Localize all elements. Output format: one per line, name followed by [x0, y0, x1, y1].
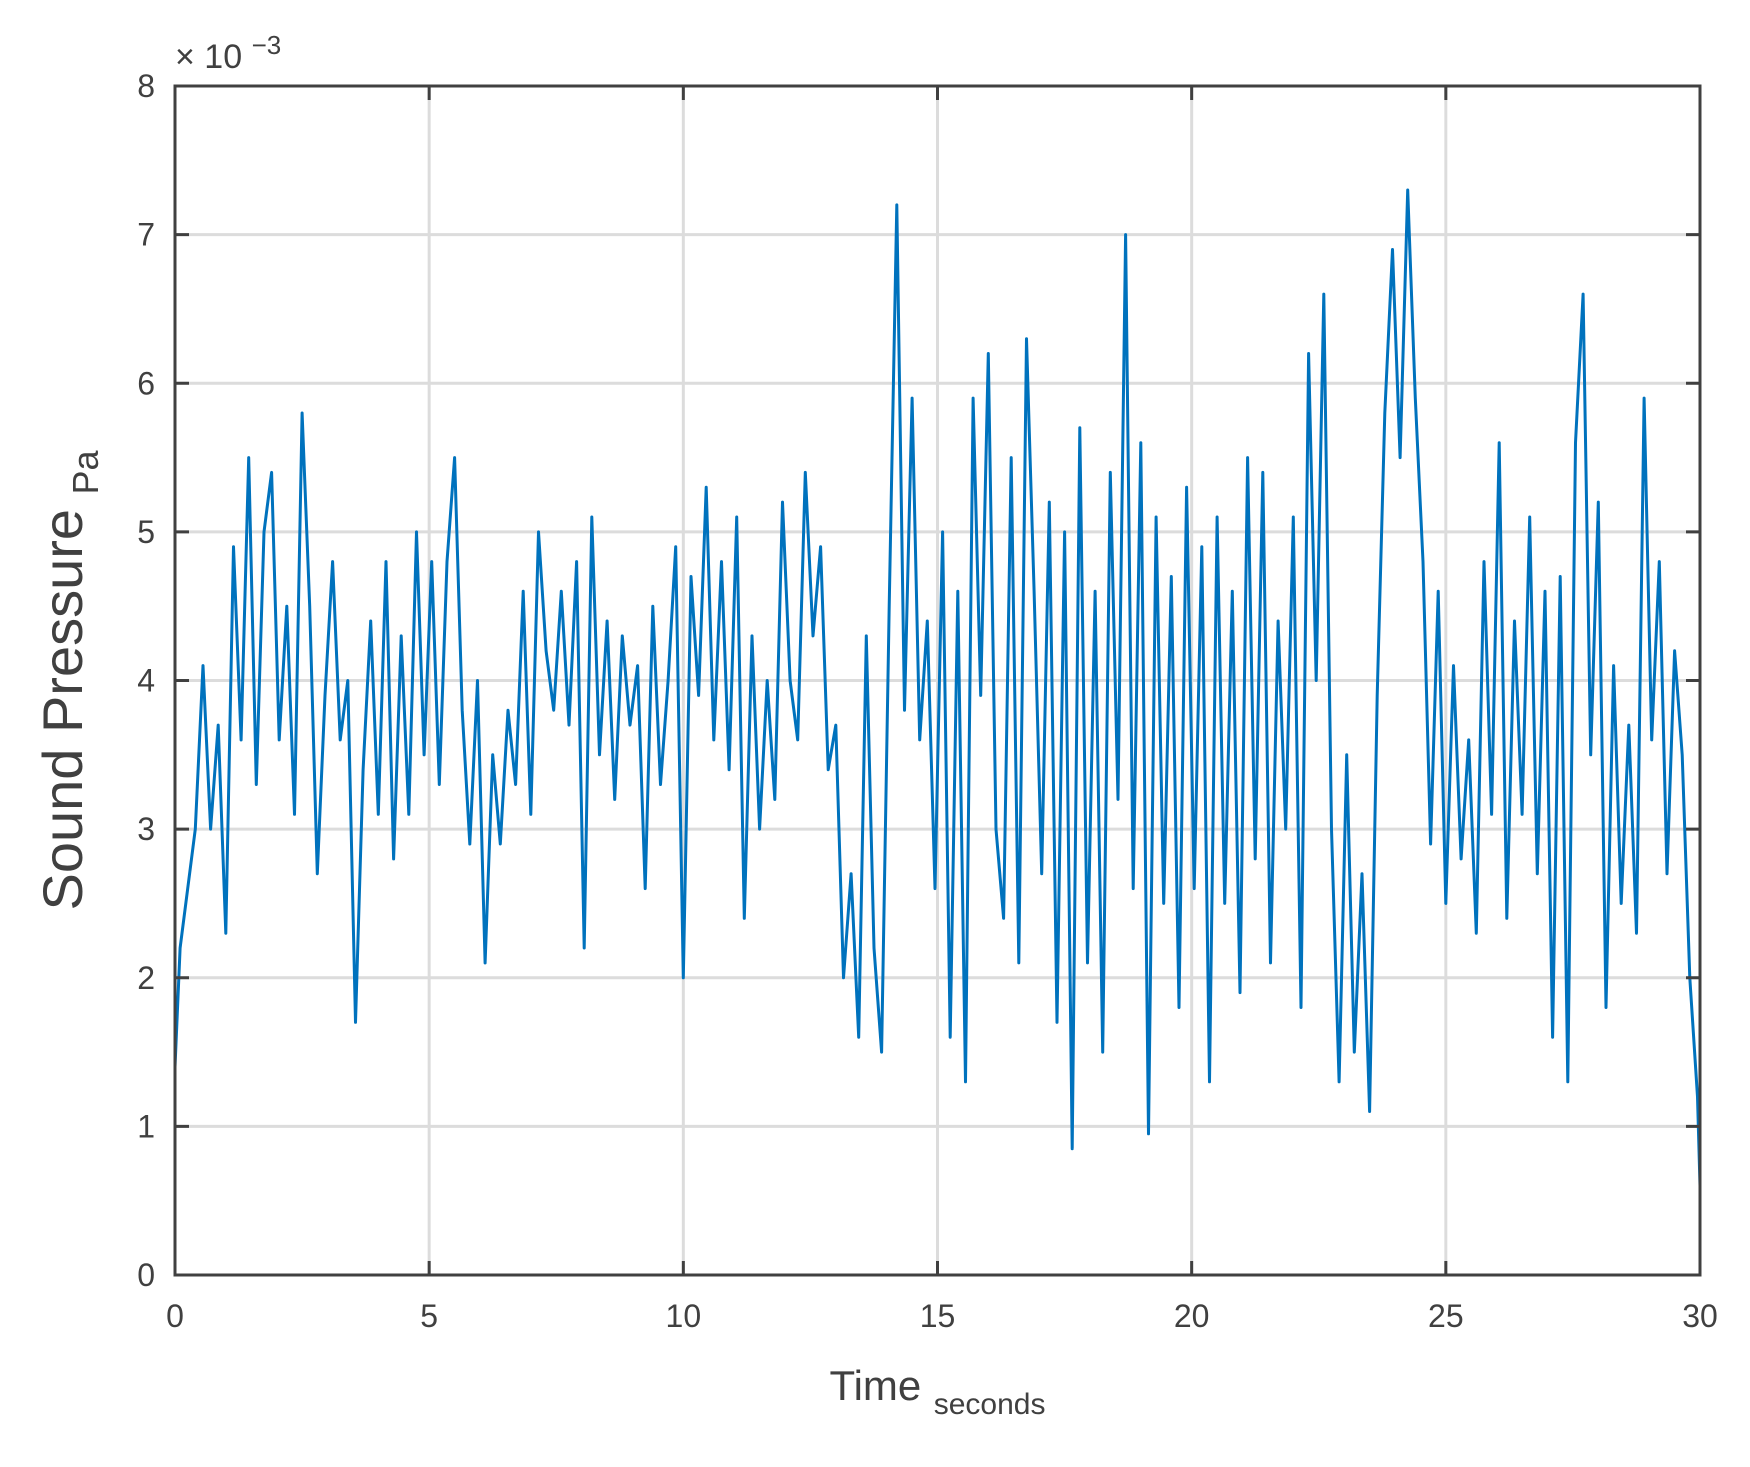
- x-tick-label: 15: [920, 1298, 956, 1334]
- y-tick-label: 0: [137, 1257, 155, 1293]
- y-tick-label: 8: [137, 68, 155, 104]
- y-tick-label: 7: [137, 217, 155, 253]
- series-layer: [173, 188, 1702, 1186]
- y-tick-label: 3: [137, 811, 155, 847]
- y-axis-label-main: Sound Pressure: [31, 509, 94, 911]
- x-axis-label-unit: seconds: [934, 1388, 1046, 1421]
- y-tick-label: 2: [137, 960, 155, 996]
- y-axis-label-unit: Pa: [65, 449, 106, 494]
- x-tick-label: 10: [666, 1298, 702, 1334]
- x-tick-label: 25: [1428, 1298, 1464, 1334]
- y-exponent-prefix: × 10: [175, 38, 242, 76]
- x-tick-label: 30: [1682, 1298, 1718, 1334]
- y-tick-label: 4: [137, 663, 155, 699]
- y-exponent-power: −3: [252, 30, 282, 60]
- y-axis-exponent: × 10 −3: [175, 30, 281, 76]
- x-axis-label-main: Time: [830, 1362, 922, 1409]
- x-tick-label: 5: [420, 1298, 438, 1334]
- y-axis-label: Sound Pressure Pa: [31, 449, 106, 910]
- y-tick-label: 1: [137, 1108, 155, 1144]
- x-axis-label: Time seconds: [830, 1362, 1046, 1421]
- y-tick-label: 5: [137, 514, 155, 550]
- series-line: [173, 188, 1702, 1186]
- x-tick-label: 0: [166, 1298, 184, 1334]
- x-tick-label: 20: [1174, 1298, 1210, 1334]
- ticks: 0 5 10 15 20 25 30 0 1 2 3 4 5 6 7 8: [137, 68, 1718, 1334]
- y-tick-label: 6: [137, 365, 155, 401]
